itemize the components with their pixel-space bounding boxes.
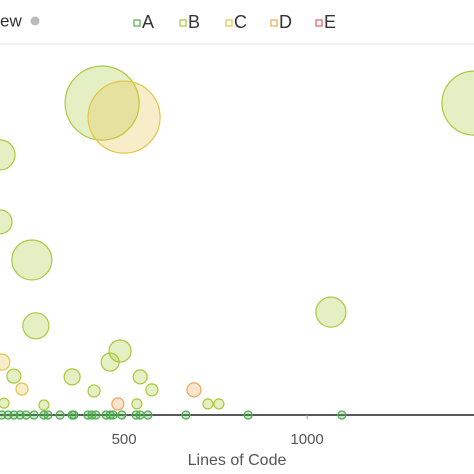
legend-label[interactable]: D [279,12,292,32]
bubble[interactable] [0,397,10,409]
x-axis-title: Lines of Code [188,452,287,469]
bubble[interactable] [87,80,161,154]
bubble[interactable] [131,398,143,410]
bubble[interactable] [441,70,474,136]
bubble[interactable] [69,410,79,420]
bubble[interactable] [43,410,53,420]
legend-swatch[interactable] [315,19,323,27]
bubble[interactable] [132,369,148,385]
bubble[interactable] [337,410,347,420]
bubble[interactable] [100,352,120,372]
bubble[interactable] [315,296,347,328]
bubble[interactable] [0,139,16,171]
bubble[interactable] [108,410,118,420]
bubble[interactable] [117,410,127,420]
bubble[interactable] [135,410,145,420]
bubble[interactable] [64,65,140,141]
legend-swatch[interactable] [133,19,141,27]
bubble[interactable] [21,410,31,420]
bubble[interactable] [0,209,13,235]
legend-swatch[interactable] [225,19,233,27]
bubble[interactable] [63,368,81,386]
x-tick-label: 500 [112,431,137,448]
bubble[interactable] [11,239,53,281]
bubble[interactable] [181,410,191,420]
chart-title: ew [0,11,22,30]
x-tick-label: 1000 [290,431,323,448]
bubble[interactable] [91,410,101,420]
bubble[interactable] [87,384,101,398]
bubble[interactable] [22,312,50,340]
bubble[interactable] [29,410,39,420]
bubble[interactable] [213,398,225,410]
help-icon[interactable] [30,16,40,26]
bubble[interactable] [38,399,50,411]
bubble[interactable] [6,368,22,384]
bubble[interactable] [15,382,29,396]
bubble[interactable] [111,397,125,411]
bubble[interactable] [55,410,65,420]
bubble[interactable] [145,383,159,397]
legend-label[interactable]: C [234,12,247,32]
legend-label[interactable]: E [324,12,336,32]
bubble[interactable] [0,353,11,371]
bubble[interactable] [143,410,153,420]
bubble[interactable] [202,398,214,410]
legend-swatch[interactable] [270,19,278,27]
bubble[interactable] [243,410,253,420]
legend-swatch[interactable] [179,19,187,27]
bubble[interactable] [186,382,202,398]
bubble[interactable] [9,410,19,420]
legend-label[interactable]: A [142,12,154,32]
bubble[interactable] [108,339,132,363]
bubble[interactable] [105,410,115,420]
legend-label[interactable]: B [188,12,200,32]
